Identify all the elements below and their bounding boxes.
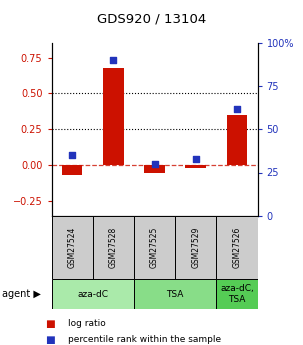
Text: ■: ■ (45, 319, 55, 329)
Text: GSM27528: GSM27528 (109, 227, 118, 268)
Text: ■: ■ (45, 335, 55, 345)
Bar (52, 216, 93, 279)
Text: TSA: TSA (166, 289, 184, 299)
Point (193, 156, 198, 161)
Text: aza-dC: aza-dC (77, 289, 108, 299)
Text: log ratio: log ratio (68, 319, 106, 328)
Text: GSM27526: GSM27526 (232, 227, 241, 268)
Text: GSM27529: GSM27529 (191, 227, 200, 268)
Text: GSM27524: GSM27524 (68, 227, 77, 268)
Bar (185, 165, 206, 168)
Bar (216, 279, 258, 309)
Bar (93, 216, 134, 279)
Point (152, 161, 157, 167)
Text: agent ▶: agent ▶ (2, 289, 40, 299)
Bar (227, 115, 247, 165)
Bar (134, 279, 216, 309)
Bar (216, 216, 258, 279)
Bar (52, 279, 134, 309)
Bar (175, 216, 216, 279)
Text: GDS920 / 13104: GDS920 / 13104 (97, 12, 206, 25)
Bar (134, 216, 175, 279)
Bar (62, 165, 82, 175)
Point (70, 152, 75, 158)
Bar (103, 68, 124, 165)
Text: aza-dC,
TSA: aza-dC, TSA (220, 284, 254, 304)
Text: GSM27525: GSM27525 (150, 227, 159, 268)
Text: percentile rank within the sample: percentile rank within the sample (68, 335, 221, 344)
Point (111, 58, 116, 63)
Bar (144, 165, 165, 172)
Point (235, 106, 239, 111)
